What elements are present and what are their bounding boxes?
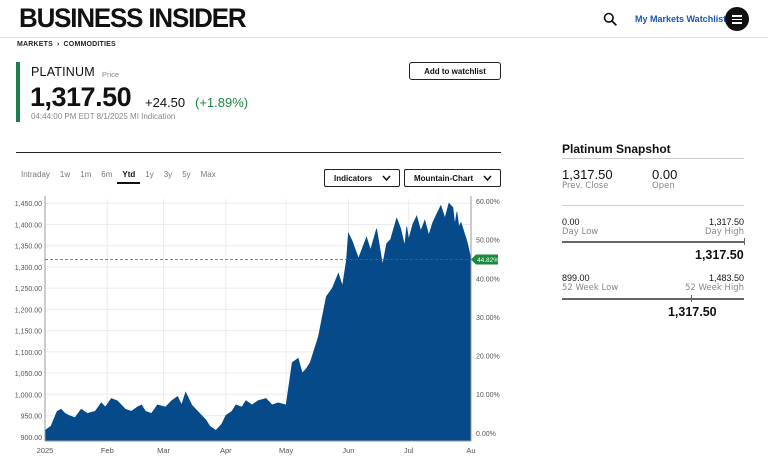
day-low-label: Day Low [562,227,599,237]
current-price: 1,317.50 [30,82,132,112]
snapshot-title-divider [562,158,744,159]
day-range-current: 1,317.50 [695,248,744,262]
site-logo[interactable]: BUSINESS INSIDER [19,3,247,33]
y-tick-label-right: 30.00% [476,315,500,322]
week52-high-label: 52 Week High [684,283,744,293]
price-change: +24.50 [145,95,186,110]
chart-type-dropdown[interactable]: Mountain-Chart [404,169,501,187]
y-tick-label-right: 60.00% [476,199,500,206]
y-tick-label-right: 0.00% [476,431,496,438]
quote-timestamp: 04:44:00 PM EDT 8/1/2025 MI Indication [31,112,176,121]
week52-range-marker [691,295,693,302]
x-tick-label: 2025 [37,446,54,455]
week52-range-current: 1,317.50 [667,305,717,319]
instrument-name: PLATINUM [31,65,95,79]
week52-low-label: 52 Week Low [562,283,619,293]
breadcrumb: MARKETS › COMMODITIES [17,41,116,48]
y-tick-label-left: 1,300.00 [15,265,42,272]
range-tab-3y[interactable]: 3y [163,170,173,179]
price-area-series [44,202,472,442]
menu-button[interactable] [725,7,749,31]
hamburger-icon [732,15,742,17]
range-tab-1m[interactable]: 1m [80,170,92,179]
chevron-down-icon [382,175,391,182]
y-tick-label-right: 20.00% [476,354,500,361]
range-tab-5y[interactable]: 5y [182,170,191,179]
y-tick-label-right: 40.00% [476,276,500,283]
prev-close-label: Prev. Close [562,181,609,191]
y-tick-label-left: 900.00 [21,435,43,442]
chart-type-label: Mountain-Chart [414,173,474,183]
snapshot-divider [562,205,744,206]
add-to-watchlist-button[interactable]: Add to watchlist [409,62,501,80]
open-label: Open [652,181,675,191]
current-value-badge [471,254,498,265]
y-tick-label-left: 950.00 [21,414,43,421]
chevron-down-icon [483,175,492,182]
x-tick-label: Jul [404,446,414,455]
week52-high-value: 1,483.50 [708,273,744,283]
y-tick-label-left: 1,100.00 [15,350,42,357]
hamburger-icon-line [732,18,742,20]
range-tab-6m[interactable]: 6m [101,170,113,179]
x-tick-label: Apr [220,446,232,455]
y-tick-label-left: 1,200.00 [15,307,42,314]
y-tick-label-left: 1,150.00 [15,329,42,336]
range-tab-max[interactable]: Max [200,170,216,179]
y-tick-label-left: 1,400.00 [15,222,42,229]
current-value-badge-label: 44.82% [477,257,499,264]
y-tick-label-left: 1,000.00 [15,392,42,399]
x-tick-label: May [279,446,293,455]
y-tick-label-left: 1,350.00 [15,244,42,251]
price-chart[interactable]: 1,450.00 1,400.00 1,350.00 1,300.00 1,250.00… [0,190,505,464]
breadcrumb-commodities[interactable]: COMMODITIES [63,41,116,48]
range-tab-1y[interactable]: 1y [145,170,154,179]
range-tab-ytd[interactable]: Ytd [117,168,141,184]
indicators-label: Indicators [334,173,373,183]
instrument-sub-label: Price [102,70,120,79]
prev-close-value: 1,317.50 [562,167,613,182]
y-tick-label-left: 1,250.00 [15,286,42,293]
search-icon[interactable] [603,12,617,26]
indicators-dropdown[interactable]: Indicators [324,169,400,187]
x-tick-label: Feb [101,446,114,455]
day-range-marker [743,238,745,245]
breadcrumb-separator: › [57,41,60,48]
day-high-label: Day High [704,227,744,237]
range-tab-intraday[interactable]: Intraday [21,170,50,179]
range-tab-1w[interactable]: 1w [59,170,71,179]
y-tick-label-right: 10.00% [476,392,500,399]
snapshot-title: Platinum Snapshot [562,142,671,156]
day-high-value: 1,317.50 [708,217,744,227]
week52-range-bar [562,298,744,300]
price-change-percent: (+1.89%) [195,95,249,110]
hamburger-icon-line [732,22,742,24]
y-tick-label-left: 1,450.00 [15,201,42,208]
week52-low-value: 899.00 [562,273,590,283]
day-range-bar [562,241,744,243]
open-value: 0.00 [652,167,678,182]
range-tabs: Intraday 1w 1m 6m Ytd 1y 3y 5y Max [16,168,221,184]
my-watchlist-link[interactable]: My Markets Watchlist [635,14,727,24]
x-tick-label: Au [466,446,475,455]
quote-accent-bar [16,62,20,122]
y-tick-label-left: 1,050.00 [15,371,42,378]
breadcrumb-markets[interactable]: MARKETS [17,41,54,48]
day-low-value: 0.00 [562,217,580,227]
site-header: BUSINESS INSIDER My Markets Watchlist [0,0,768,38]
chart-top-divider [16,152,501,153]
y-tick-label-right: 50.00% [476,238,500,245]
x-tick-label: Jun [342,446,354,455]
x-tick-label: Mar [157,446,170,455]
